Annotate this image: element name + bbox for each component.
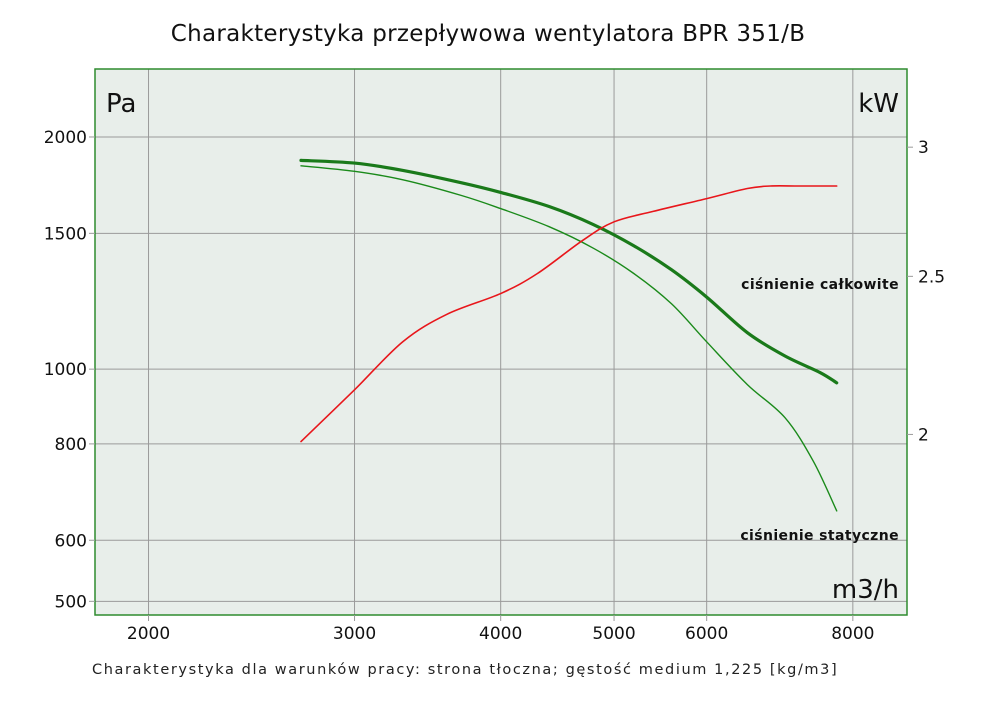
x-tick-label: 6000 bbox=[685, 624, 728, 644]
x-tick-label: 4000 bbox=[479, 624, 522, 644]
x-axis-label: m3/h bbox=[832, 575, 899, 605]
x-tick-label: 5000 bbox=[592, 624, 635, 644]
footnote: Charakterystyka dla warunków pracy: stro… bbox=[92, 662, 838, 678]
y-right-unit-label: kW bbox=[858, 89, 899, 119]
y-left-tick-label: 1500 bbox=[44, 224, 87, 244]
y-left-tick-label: 800 bbox=[55, 435, 87, 455]
ticks: 2000 3000 4000 5000 6000 8000 500 600 800 1000 150… bbox=[44, 128, 945, 644]
y-left-tick-label: 500 bbox=[55, 592, 87, 612]
series-layer bbox=[299, 158, 839, 512]
static-pressure-label: ciśnienie statyczne bbox=[740, 528, 899, 544]
total-pressure-line bbox=[299, 158, 839, 385]
static-pressure-line bbox=[300, 165, 838, 512]
grid bbox=[95, 69, 907, 615]
power-line bbox=[300, 185, 838, 443]
y-left-tick-label: 1000 bbox=[44, 360, 87, 380]
y-right-tick-label: 2 bbox=[918, 425, 929, 445]
y-left-tick-label: 2000 bbox=[44, 128, 87, 148]
x-tick-label: 8000 bbox=[831, 624, 874, 644]
y-left-unit-label: Pa bbox=[106, 89, 136, 119]
total-pressure-label: ciśnienie całkowite bbox=[741, 277, 899, 293]
y-right-tick-label: 2.5 bbox=[918, 267, 945, 287]
y-left-tick-label: 600 bbox=[55, 531, 87, 551]
x-tick-label: 2000 bbox=[127, 624, 170, 644]
y-right-tick-label: 3 bbox=[918, 138, 929, 158]
x-tick-label: 3000 bbox=[333, 624, 376, 644]
chart-title: Charakterystyka przepływowa wentylatora … bbox=[171, 21, 806, 47]
